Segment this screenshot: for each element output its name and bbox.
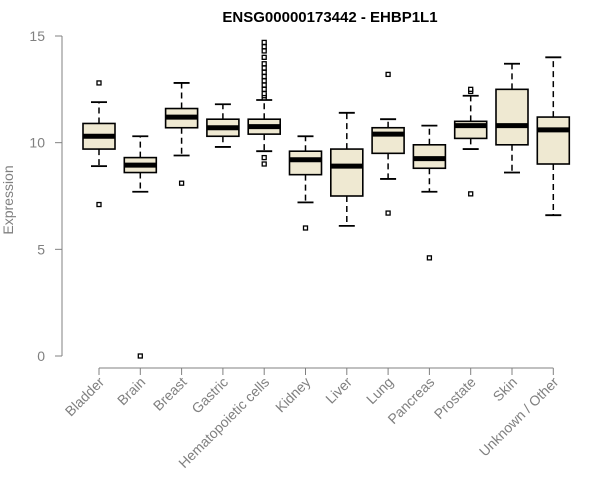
x-tick-label: Bladder	[62, 374, 108, 420]
box-group	[371, 71, 405, 216]
x-tick-label: Liver	[322, 374, 355, 407]
box-group	[206, 103, 240, 148]
x-tick-label: Kidney	[272, 374, 314, 416]
outlier-point	[137, 353, 143, 359]
box-group	[82, 80, 116, 208]
outlier-point	[261, 39, 267, 46]
box-group	[536, 56, 571, 217]
y-tick-label: 5	[37, 241, 45, 257]
outlier-point	[96, 201, 102, 208]
box-iqr	[329, 148, 364, 197]
outlier-point	[261, 82, 267, 88]
box-iqr	[536, 116, 571, 165]
outlier-point	[261, 48, 267, 54]
outlier-point	[261, 86, 267, 92]
x-tick-label: Skin	[490, 374, 521, 405]
outlier-point	[261, 73, 267, 80]
outlier-point	[96, 80, 102, 86]
outlier-point	[261, 69, 267, 75]
outlier-point	[261, 161, 267, 167]
x-tick-label: Lung	[363, 374, 396, 407]
outlier-point	[261, 44, 267, 50]
outlier-point	[302, 225, 309, 231]
chart-title: ENSG00000173442 - EHBP1L1	[222, 9, 437, 26]
box-iqr	[495, 88, 529, 146]
y-axis-label: Expression	[0, 165, 16, 234]
outlier-point	[178, 180, 185, 186]
boxes	[82, 39, 571, 359]
axes: 0 5 10 15	[29, 28, 554, 375]
outlier-point	[468, 191, 474, 197]
box-iqr	[371, 126, 405, 155]
y-tick-label: 15	[29, 28, 45, 44]
outlier-point	[385, 210, 391, 216]
box-group	[247, 39, 281, 167]
outlier-point	[385, 71, 391, 78]
y-tick-label: 10	[29, 135, 45, 151]
x-tick-label: Breast	[150, 374, 190, 414]
box-group	[329, 111, 364, 227]
outlier-point	[261, 78, 267, 84]
box-group	[288, 135, 323, 231]
box-iqr	[288, 150, 323, 176]
outlier-point	[426, 255, 433, 261]
outlier-point	[261, 61, 267, 67]
outlier-point	[261, 154, 267, 161]
box-group	[164, 82, 199, 186]
box-group	[495, 62, 529, 174]
box-group	[123, 135, 158, 359]
x-tick-label: Prostate	[431, 374, 479, 422]
outlier-point	[261, 90, 267, 97]
x-tick-label: Brain	[114, 374, 148, 408]
box-group	[412, 124, 447, 261]
outlier-point	[261, 54, 267, 60]
box-group	[453, 86, 488, 197]
y-tick-label: 0	[37, 348, 45, 364]
outlier-point	[468, 86, 474, 92]
outlier-point	[261, 65, 267, 71]
